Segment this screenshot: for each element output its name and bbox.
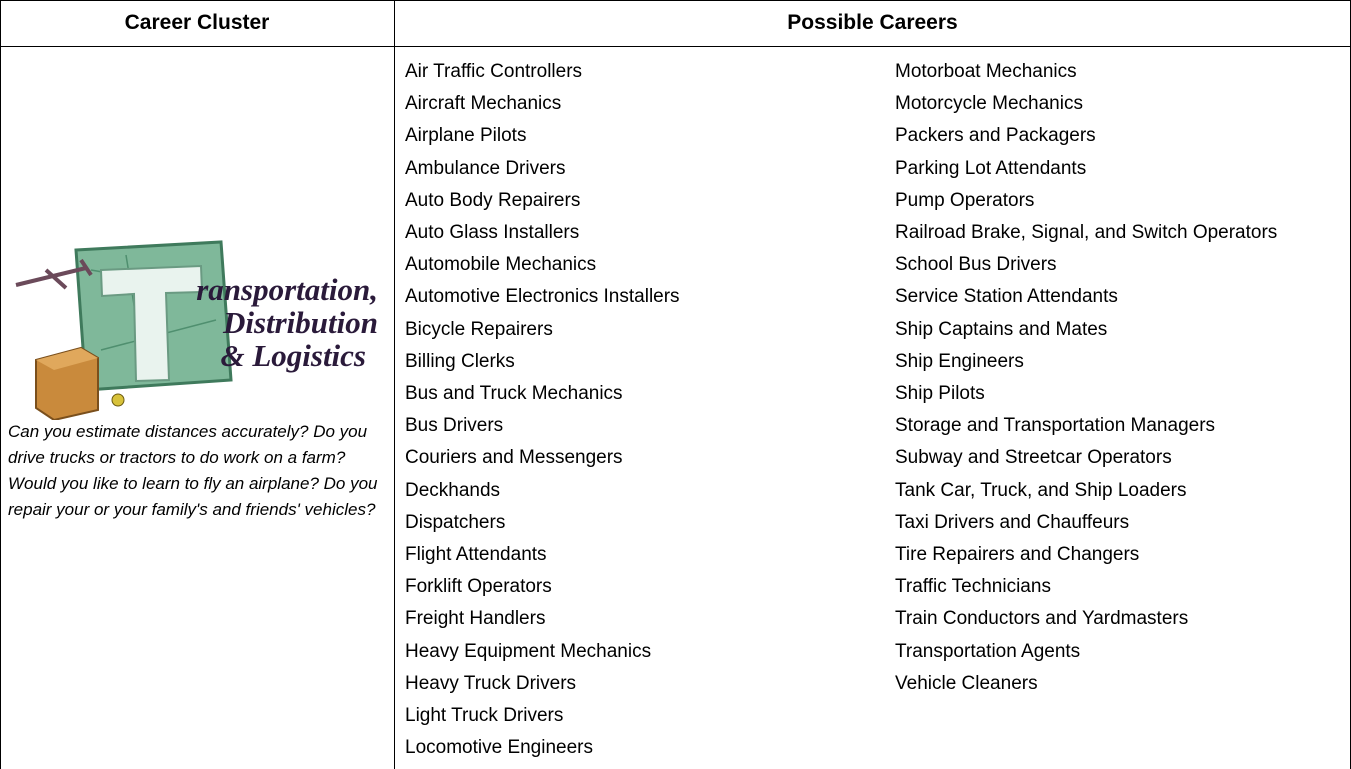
career-item: Air Traffic Controllers: [405, 61, 583, 82]
career-item: Service Station Attendants: [895, 286, 1118, 308]
career-item: Bicycle Repairers: [405, 318, 553, 340]
career-item: Taxi Drivers and Chauffeurs: [895, 511, 1130, 533]
header-cell: Career Cluster: [124, 11, 270, 34]
career-item: Forklift Operators: [405, 576, 552, 598]
border: [394, 0, 395, 769]
career-item: Airplane Pilots: [405, 125, 527, 147]
career-item: Ship Captains and Mates: [895, 318, 1108, 340]
career-item: Ship Engineers: [895, 350, 1024, 372]
career-item: Heavy Truck Drivers: [405, 672, 577, 694]
career-item: Freight Handlers: [405, 608, 546, 630]
career-column: Motorboat Mechanics Motorcycle Mechanics P…: [895, 56, 1340, 700]
cluster-logo: ransportation, Distribution & Logistics: [15, 240, 378, 420]
logo-text: ransportation,: [196, 272, 378, 307]
career-item: Tire Repairers and Changers: [895, 544, 1140, 566]
border: [0, 0, 1351, 1]
header-cell: Possible Careers: [787, 11, 958, 34]
career-item: Couriers and Messengers: [405, 447, 623, 469]
career-item: Railroad Brake, Signal, and Switch Opera…: [895, 222, 1278, 244]
career-item: Motorboat Mechanics: [895, 61, 1077, 82]
logo-text: Distribution: [222, 305, 378, 340]
career-item: Auto Body Repairers: [405, 189, 581, 211]
career-item: Pump Operators: [895, 189, 1035, 211]
career-column: Air Traffic Controllers Aircraft Mechanic…: [405, 56, 875, 764]
career-item: Billing Clerks: [405, 350, 515, 372]
career-item: Locomotive Engineers: [405, 737, 593, 759]
career-item: Flight Attendants: [405, 544, 547, 566]
career-item: Heavy Equipment Mechanics: [405, 640, 652, 662]
career-item: Ambulance Drivers: [405, 157, 566, 179]
career-item: Subway and Streetcar Operators: [895, 447, 1172, 469]
career-item: Aircraft Mechanics: [405, 93, 562, 115]
career-item: School Bus Drivers: [895, 254, 1057, 276]
logo-text: & Logistics: [220, 338, 366, 373]
career-item: Storage and Transportation Managers: [895, 415, 1216, 437]
career-item: Train Conductors and Yardmasters: [895, 608, 1189, 630]
career-item: Tank Car, Truck, and Ship Loaders: [895, 479, 1187, 501]
career-item: Parking Lot Attendants: [895, 157, 1087, 179]
cluster-description: Can you estimate distances accurately? D…: [8, 422, 378, 519]
career-item: Traffic Technicians: [895, 576, 1051, 598]
career-item: Ship Pilots: [895, 383, 985, 405]
career-item: Dispatchers: [405, 511, 506, 533]
career-item: Transportation Agents: [895, 640, 1081, 662]
career-item: Packers and Packagers: [895, 125, 1096, 147]
career-item: Bus and Truck Mechanics: [405, 383, 623, 405]
career-item: Motorcycle Mechanics: [895, 93, 1083, 115]
career-item: Bus Drivers: [405, 415, 504, 437]
career-item: Auto Glass Installers: [405, 222, 580, 244]
career-item: Vehicle Cleaners: [895, 672, 1038, 694]
career-item: Deckhands: [405, 479, 501, 501]
career-item: Automotive Electronics Installers: [405, 286, 680, 308]
career-item: Light Truck Drivers: [405, 705, 564, 727]
border: [0, 46, 1351, 47]
border: [0, 0, 1, 769]
career-item: Automobile Mechanics: [405, 254, 597, 276]
